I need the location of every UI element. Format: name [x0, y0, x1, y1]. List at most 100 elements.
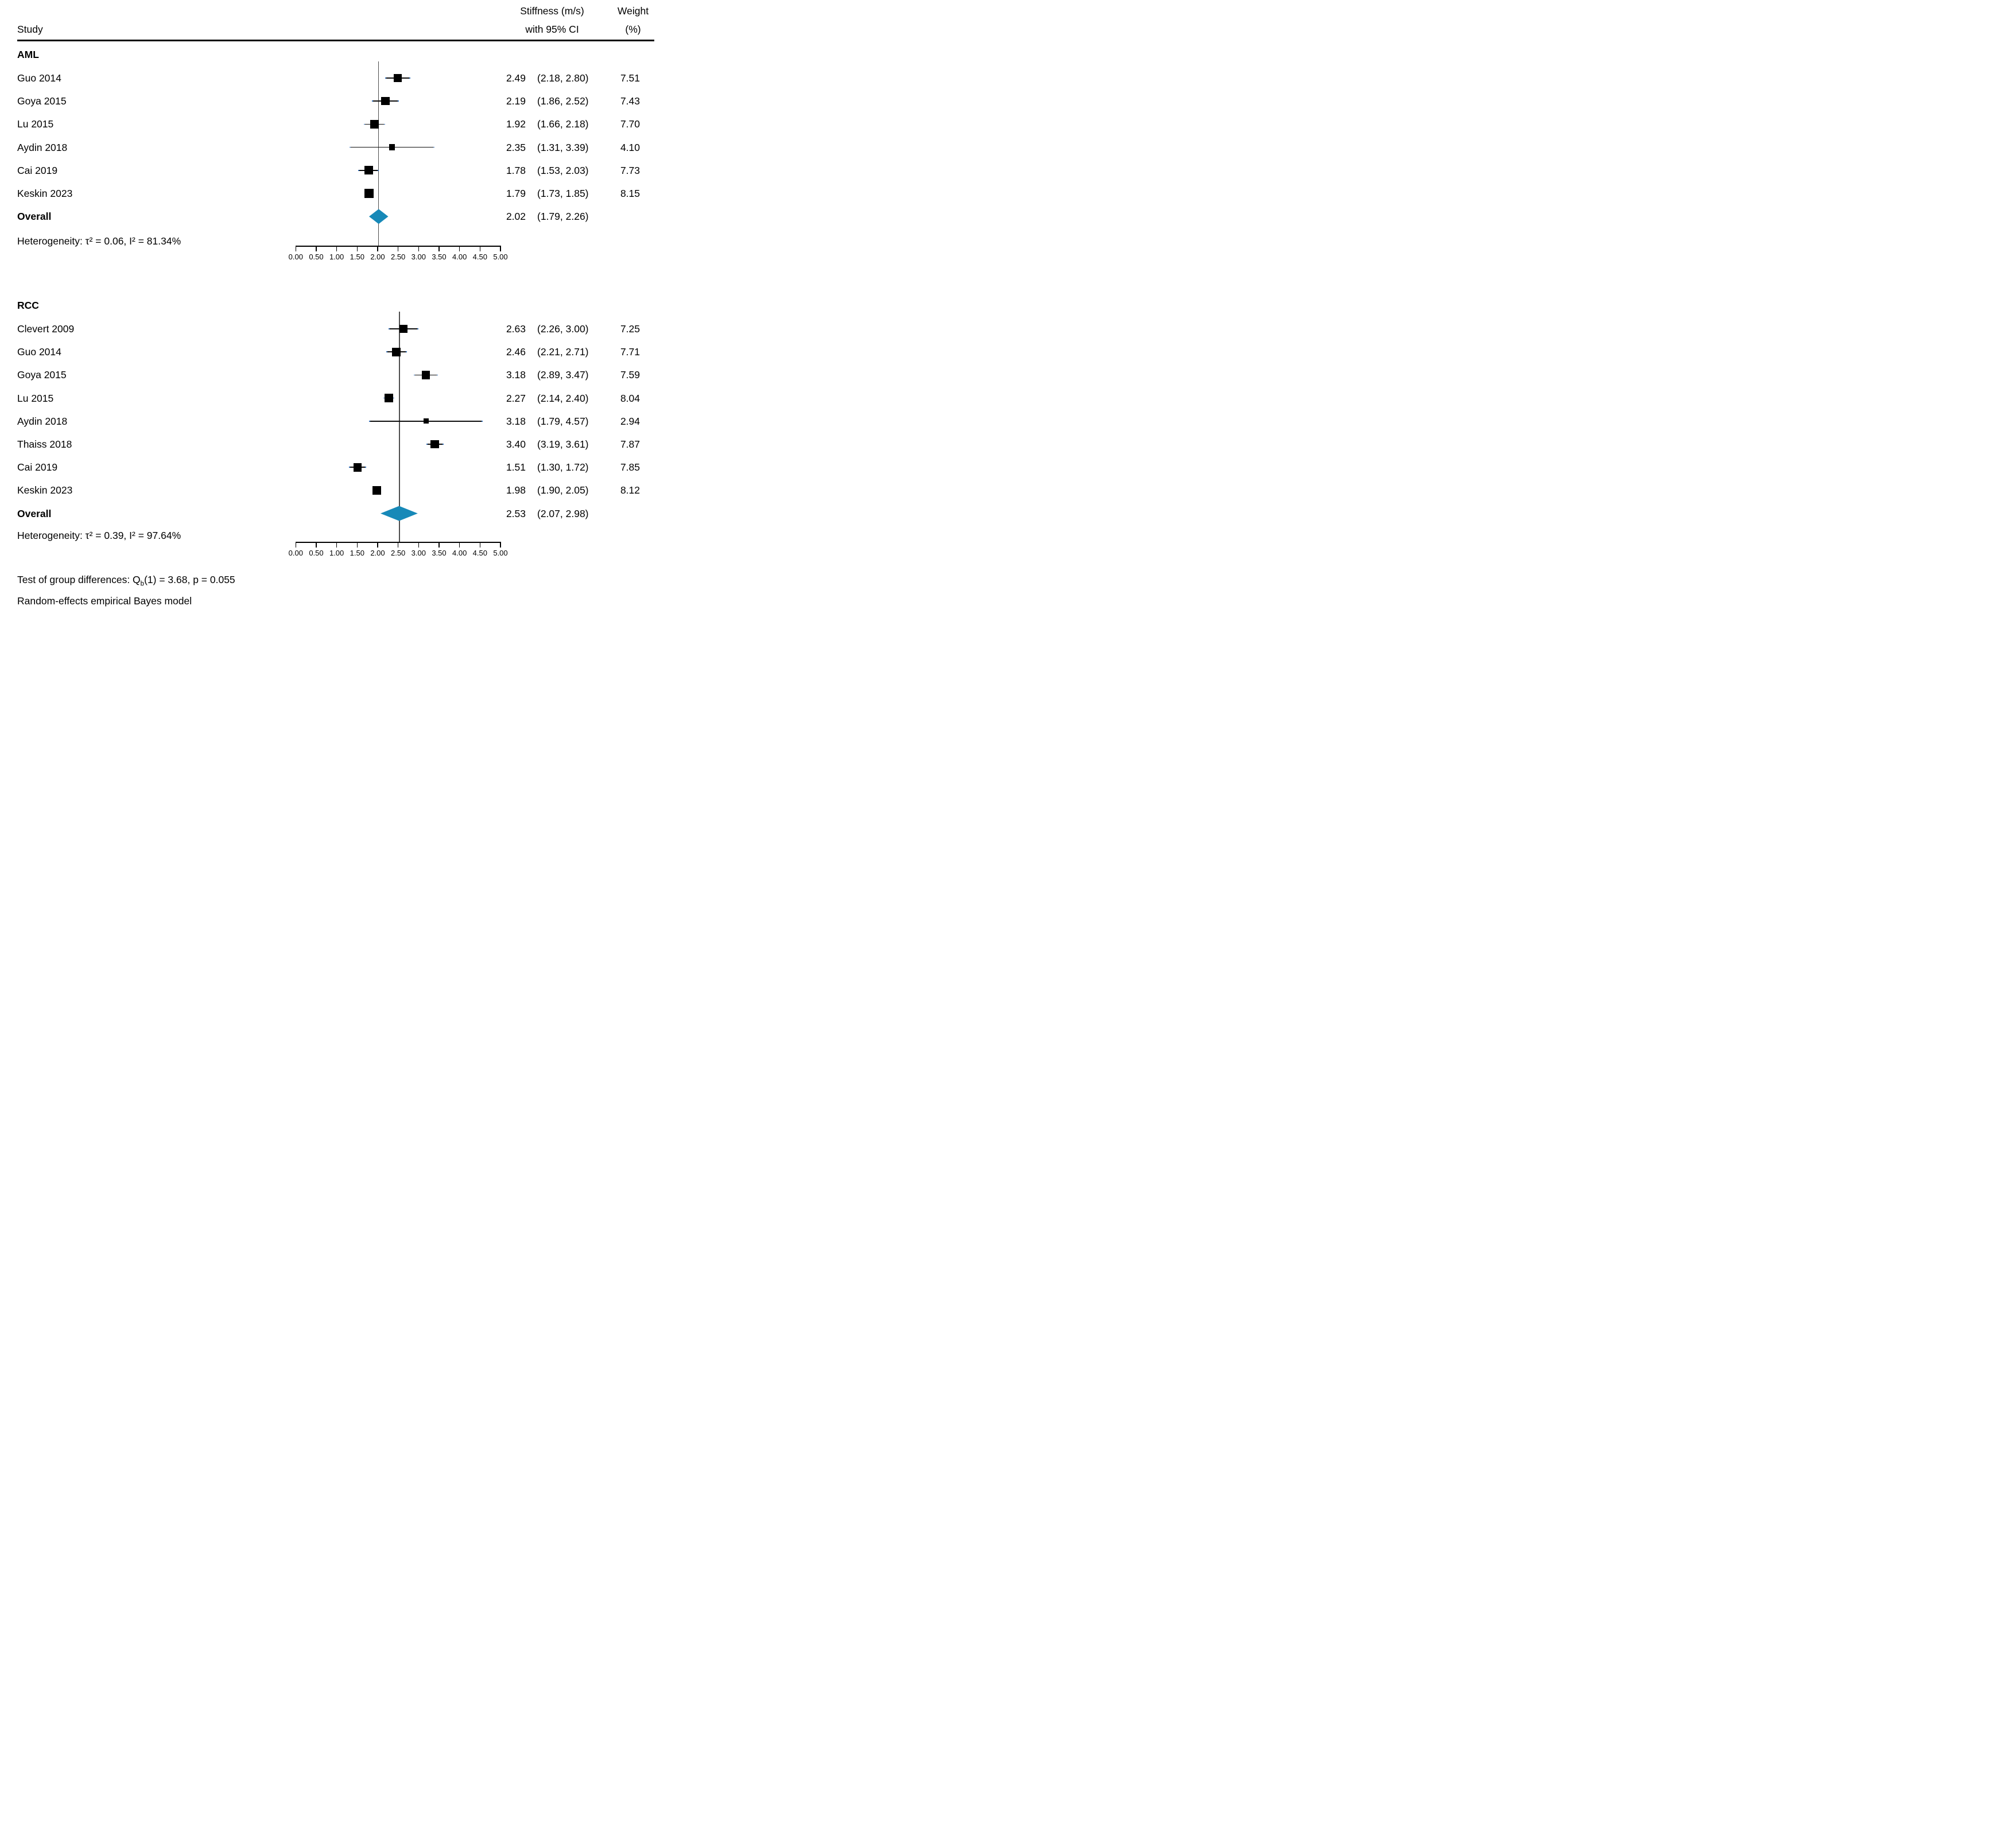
reference-line-aml: [378, 61, 379, 246]
x-axis-tick: [500, 247, 501, 251]
estimate-value: 1.98: [506, 484, 526, 496]
point-estimate-marker: [372, 486, 382, 495]
ci-value: (1.86, 2.52): [537, 95, 589, 107]
overall-estimate-value: 2.53: [506, 507, 526, 519]
point-estimate-marker: [421, 371, 430, 379]
study-label: Goya 2015: [17, 369, 67, 381]
point-estimate-marker: [399, 324, 408, 333]
x-axis-tick-label: 4.50: [472, 549, 487, 557]
overall-estimate-value: 2.02: [506, 211, 526, 223]
x-axis-rule: [295, 246, 501, 247]
heterogeneity-note: Heterogeneity: τ² = 0.06, I² = 81.34%: [17, 235, 181, 247]
point-estimate-marker: [381, 96, 390, 106]
estimate-value: 2.63: [506, 323, 526, 335]
x-axis-tick-label: 4.00: [452, 253, 467, 261]
x-axis-tick-label: 3.00: [411, 549, 426, 557]
reference-line-rcc: [398, 312, 400, 542]
weight-value: 8.04: [620, 392, 640, 404]
ci-value: (1.30, 1.72): [537, 461, 589, 473]
column-header-effect-line1: Stiffness (m/s): [520, 5, 584, 17]
x-axis-tick-label: 1.00: [329, 549, 344, 557]
point-estimate-marker: [370, 120, 379, 129]
study-label: Guo 2014: [17, 72, 61, 84]
x-axis-tick-label: 2.00: [370, 549, 385, 557]
estimate-value: 1.51: [506, 461, 526, 473]
x-axis-tick: [500, 543, 501, 548]
x-axis-tick-label: 5.00: [493, 549, 508, 557]
ci-value: (1.53, 2.03): [537, 164, 589, 176]
x-axis-tick-label: 3.50: [432, 253, 447, 261]
forest-plot-page: Study Stiffness (m/s) with 95% CI Weight…: [0, 0, 665, 616]
estimate-value: 2.46: [506, 346, 526, 358]
overall-label: Overall: [17, 211, 52, 223]
x-axis-tick: [418, 543, 420, 548]
weight-value: 7.70: [620, 118, 640, 130]
study-label: Thaiss 2018: [17, 438, 72, 450]
x-axis-tick: [479, 543, 481, 548]
x-axis-tick: [295, 247, 297, 251]
ci-value: (1.90, 2.05): [537, 484, 589, 496]
weight-value: 7.59: [620, 369, 640, 381]
weight-value: 7.73: [620, 164, 640, 176]
x-axis-tick: [377, 247, 378, 251]
ci-value: (2.21, 2.71): [537, 346, 589, 358]
estimate-value: 2.35: [506, 141, 526, 153]
point-estimate-marker: [423, 418, 429, 424]
column-header-weight-line1: Weight: [617, 5, 649, 17]
header-divider-rule: [17, 40, 654, 41]
overall-ci-value: (1.79, 2.26): [537, 211, 589, 223]
point-estimate-marker: [353, 463, 362, 472]
ci-value: (2.26, 3.00): [537, 323, 589, 335]
x-axis-tick-label: 4.50: [472, 253, 487, 261]
x-axis-tick: [316, 543, 317, 548]
point-estimate-marker: [384, 394, 393, 403]
x-axis-tick-label: 1.00: [329, 253, 344, 261]
study-label: Lu 2015: [17, 392, 54, 404]
x-axis-tick-label: 0.00: [288, 549, 303, 557]
x-axis-tick: [438, 247, 440, 251]
overall-diamond: [368, 209, 389, 224]
x-axis-tick-label: 3.00: [411, 253, 426, 261]
x-axis-tick: [377, 543, 378, 548]
estimate-value: 3.18: [506, 415, 526, 427]
x-axis-tick-label: 0.50: [309, 253, 324, 261]
ci-value: (1.31, 3.39): [537, 141, 589, 153]
x-axis-tick: [356, 543, 358, 548]
study-label: Cai 2019: [17, 164, 58, 176]
x-axis-rule: [295, 542, 501, 543]
weight-value: 7.51: [620, 72, 640, 84]
estimate-value: 3.18: [506, 369, 526, 381]
x-axis-tick: [438, 543, 440, 548]
estimate-value: 1.92: [506, 118, 526, 130]
column-header-study: Study: [17, 24, 43, 35]
x-axis-tick-label: 1.50: [350, 549, 364, 557]
study-label: Clevert 2009: [17, 323, 75, 335]
group-label-aml: AML: [17, 49, 39, 60]
weight-value: 8.12: [620, 484, 640, 496]
group-test-subscript: b: [140, 580, 145, 588]
weight-value: 4.10: [620, 141, 640, 153]
x-axis-tick-label: 2.50: [390, 549, 406, 557]
ci-value: (2.18, 2.80): [537, 72, 589, 84]
x-axis-tick: [397, 247, 399, 251]
x-axis-tick: [459, 247, 460, 251]
x-axis-tick: [479, 247, 481, 251]
overall-diamond: [380, 506, 418, 521]
x-axis-tick-label: 3.50: [432, 549, 447, 557]
estimate-value: 2.19: [506, 95, 526, 107]
x-axis-tick: [336, 543, 337, 548]
weight-value: 7.71: [620, 346, 640, 358]
x-axis-tick: [418, 247, 420, 251]
x-axis-tick: [316, 247, 317, 251]
x-axis-tick: [336, 247, 337, 251]
study-label: Cai 2019: [17, 461, 58, 473]
estimate-value: 1.78: [506, 164, 526, 176]
x-axis-tick-label: 0.00: [288, 253, 303, 261]
study-label: Lu 2015: [17, 118, 54, 130]
group-test-suffix: (1) = 3.68, p = 0.055: [144, 574, 235, 585]
ci-value: (2.14, 2.40): [537, 392, 589, 404]
group-difference-test: Test of group differences: Qb(1) = 3.68,…: [17, 573, 235, 591]
x-axis-tick: [459, 543, 460, 548]
point-estimate-marker: [364, 166, 373, 175]
study-label: Goya 2015: [17, 95, 67, 107]
